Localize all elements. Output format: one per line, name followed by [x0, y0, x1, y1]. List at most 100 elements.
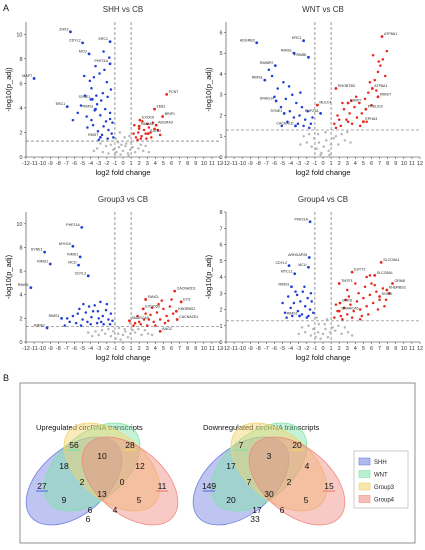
up-point [363, 97, 367, 101]
labeled-point [71, 244, 75, 248]
up-point [350, 99, 353, 103]
labeled-point [128, 319, 131, 323]
down-point [109, 312, 113, 315]
point-label: RIMS1 [287, 312, 298, 316]
ns-point [333, 329, 337, 332]
down-point [299, 91, 302, 94]
x-tick-label: -11 [230, 346, 238, 352]
down-point [280, 124, 284, 128]
up-point [334, 126, 338, 130]
labeled-point [378, 295, 381, 298]
venn-count-wnt-g3: 10 [97, 451, 107, 461]
point-label: SMARCA5 [341, 307, 358, 311]
labeled-point [174, 309, 178, 313]
down-point [89, 323, 92, 326]
y-tick-label: 0 [219, 155, 222, 161]
up-point [336, 114, 339, 117]
ns-point [126, 152, 130, 155]
labeled-point [334, 87, 338, 90]
ns-point [312, 137, 316, 140]
x-tick-label: -8 [256, 346, 261, 352]
ns-point [97, 333, 100, 337]
x-axis-label: log2 fold change [295, 168, 350, 177]
down-point [106, 137, 109, 140]
down-point [294, 290, 297, 293]
labeled-point [379, 260, 383, 264]
up-point [151, 121, 155, 124]
up-point [142, 318, 146, 321]
ns-point [322, 145, 326, 148]
up-point [162, 307, 165, 311]
ns-point [350, 334, 354, 337]
x-tick-label: 9 [394, 161, 397, 167]
up-point [345, 118, 348, 121]
point-label: MCU [68, 261, 77, 265]
up-point [375, 290, 378, 293]
ns-point [119, 338, 122, 341]
up-point [171, 312, 175, 315]
y-tick-label: 2 [219, 113, 222, 119]
ns-point [117, 326, 121, 330]
ns-point [117, 145, 121, 149]
x-tick-label: -3 [296, 161, 301, 167]
point-label: SATB2 [150, 129, 161, 133]
labeled-point [292, 51, 296, 55]
x-tick-label: -1 [312, 346, 317, 352]
labeled-point [298, 314, 301, 318]
labeled-point [81, 41, 84, 45]
up-point [153, 127, 156, 131]
ns-point [319, 337, 322, 340]
labeled-point [273, 64, 277, 68]
ns-point [317, 141, 321, 144]
labeled-point [138, 118, 142, 122]
up-point [353, 105, 356, 109]
y-axis-label: -log10(p_adj) [4, 67, 13, 112]
up-point [149, 313, 152, 317]
point-label: CDYL2 [69, 38, 81, 42]
ns-point [101, 150, 105, 154]
down-point [292, 116, 296, 119]
x-tick-label: 7 [178, 346, 181, 352]
ns-point [316, 331, 320, 334]
plot-title: SHH vs CB [103, 5, 143, 14]
ns-point [343, 326, 347, 329]
ns-point [346, 130, 349, 134]
venn-panel-frame [19, 382, 416, 544]
point-label: RIMST [380, 92, 392, 96]
up-point [154, 324, 157, 327]
up-point [139, 137, 143, 140]
labeled-point [60, 316, 63, 320]
up-point [334, 303, 338, 306]
ns-point [129, 148, 132, 151]
venn-count-shh-wnt: 18 [59, 461, 69, 471]
y-tick-label: 4 [19, 106, 22, 112]
ns-point [126, 336, 130, 339]
up-point [155, 311, 159, 314]
point-label: PRELID2 [368, 105, 383, 109]
ns-point [139, 143, 143, 146]
up-point [358, 124, 362, 128]
ns-point [115, 150, 118, 154]
ns-point [340, 132, 343, 136]
labeled-point [287, 264, 291, 268]
labeled-point [302, 39, 305, 43]
ns-point [299, 143, 302, 146]
down-point [105, 302, 109, 306]
x-tick-label: 12 [417, 346, 423, 352]
up-point [134, 136, 138, 139]
labeled-point [48, 262, 52, 266]
labeled-point [294, 124, 297, 128]
labeled-point [29, 286, 33, 290]
up-point [367, 91, 370, 94]
ns-point [116, 141, 120, 144]
labeled-point [307, 256, 311, 259]
ns-point [143, 328, 147, 332]
up-point [385, 49, 389, 53]
venn-count-shh-g3: 9 [62, 495, 67, 505]
point-label: RIMBP2 [260, 61, 273, 65]
labeled-point [86, 274, 90, 278]
down-point [102, 50, 105, 53]
y-tick-label: 8 [219, 210, 222, 216]
x-tick-label: 1 [130, 346, 133, 352]
x-tick-label: 1 [330, 161, 333, 167]
